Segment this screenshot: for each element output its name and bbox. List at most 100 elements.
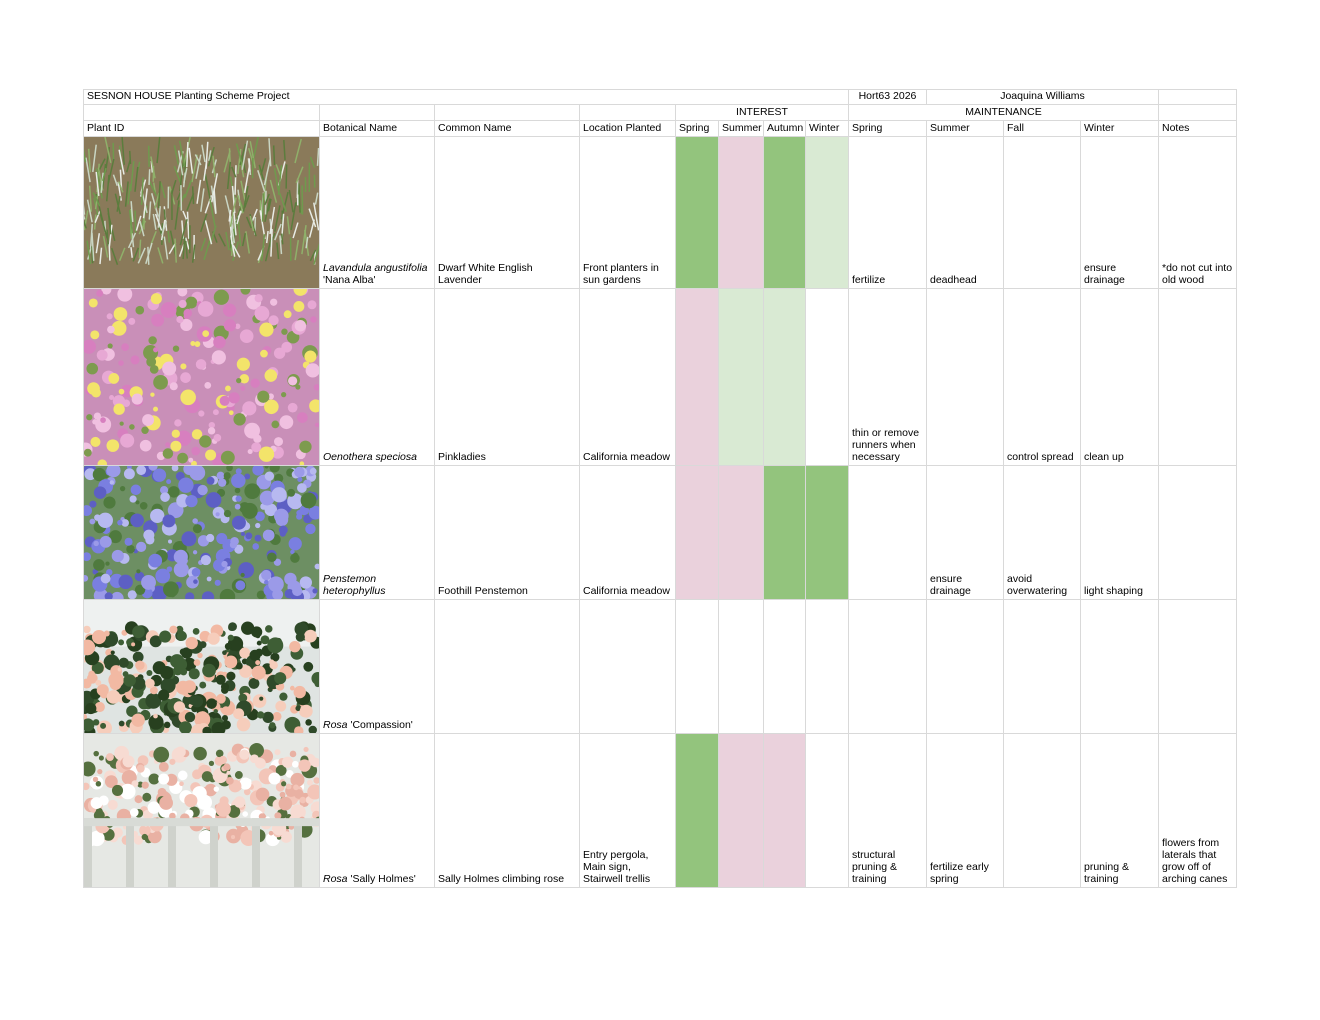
cell-text: Common Name xyxy=(438,122,512,134)
cell-text: Joaquina Williams xyxy=(1000,90,1085,102)
column-header: Notes xyxy=(1159,121,1237,137)
maintenance-cell xyxy=(1004,734,1081,888)
interest-cell xyxy=(806,734,849,888)
cell-text: Winter xyxy=(1084,122,1115,134)
spreadsheet xyxy=(83,89,1237,888)
cell-text: Summer xyxy=(722,122,762,134)
column-header: Winter xyxy=(1081,121,1159,137)
maintenance-cell: avoid overwatering xyxy=(1004,466,1081,600)
maintenance-cell xyxy=(927,289,1004,466)
maintenance-cell: pruning & training xyxy=(1081,734,1159,888)
common-name-cell: Sally Holmes climbing rose xyxy=(435,734,580,888)
botanical-cell: Rosa 'Compassion' xyxy=(320,600,435,734)
cell-text: California meadow xyxy=(583,585,670,597)
interest-cell xyxy=(806,289,849,466)
botanical-cell: Rosa 'Sally Holmes' xyxy=(320,734,435,888)
maintenance-cell: ensure drainage xyxy=(927,466,1004,600)
cell-text: Fall xyxy=(1007,122,1024,134)
common-name-cell xyxy=(435,600,580,734)
cell-text: Hort63 2026 xyxy=(858,90,917,102)
plant-id-cell xyxy=(84,289,320,466)
cell-text: Spring xyxy=(852,122,883,134)
genus: Rosa xyxy=(323,873,348,885)
cell-text: *do not cut into old wood xyxy=(1162,262,1233,286)
maintenance-cell xyxy=(1004,137,1081,289)
maintenance-cell: thin or remove runners when necessary xyxy=(849,289,927,466)
cell-text: Spring xyxy=(679,122,710,134)
cell-text: Sally Holmes climbing rose xyxy=(438,873,565,885)
interest-cell xyxy=(806,137,849,289)
cell-text: ensure drainage xyxy=(1084,262,1125,286)
notes-cell xyxy=(1159,600,1237,734)
interest-cell xyxy=(676,466,719,600)
location-cell: Front planters in sun gardens xyxy=(580,137,676,289)
plant-id-cell xyxy=(84,137,320,289)
notes-cell: flowers from laterals that grow off of a… xyxy=(1159,734,1237,888)
cultivar: 'Sally Holmes' xyxy=(350,873,416,885)
cell-text: Front planters in sun gardens xyxy=(583,262,659,286)
interest-header: INTEREST xyxy=(676,105,849,121)
plant-id-cell xyxy=(84,734,320,888)
notes-cell xyxy=(1159,466,1237,600)
cell-text: Notes xyxy=(1162,122,1190,134)
plant-id-cell xyxy=(84,466,320,600)
interest-cell xyxy=(806,466,849,600)
botanical-cell: Oenothera speciosa xyxy=(320,289,435,466)
location-cell: California meadow xyxy=(580,289,676,466)
column-header: Spring xyxy=(849,121,927,137)
blank-cell xyxy=(320,105,435,121)
maintenance-cell: fertilize early spring xyxy=(927,734,1004,888)
plant-photo xyxy=(84,734,319,887)
interest-cell xyxy=(764,600,806,734)
plant-photo xyxy=(84,137,319,288)
cell-text: control spread xyxy=(1007,451,1074,463)
notes-cell: *do not cut into old wood xyxy=(1159,137,1237,289)
plant-photo xyxy=(84,600,319,733)
plant-id-cell xyxy=(84,600,320,734)
maintenance-header: MAINTENANCE xyxy=(849,105,1159,121)
cell-text: Autumn xyxy=(767,122,804,134)
maintenance-cell: fertilize xyxy=(849,137,927,289)
interest-cell xyxy=(764,137,806,289)
column-header: Botanical Name xyxy=(320,121,435,137)
maintenance-cell xyxy=(1004,600,1081,734)
botanical-cell: Lavandula angustifolia 'Nana Alba' xyxy=(320,137,435,289)
maintenance-cell xyxy=(849,600,927,734)
interest-cell xyxy=(719,466,764,600)
column-header: Fall xyxy=(1004,121,1081,137)
cell-text: Entry pergola, Main sign, Stairwell trel… xyxy=(583,849,651,885)
course-cell: Hort63 2026 xyxy=(849,89,927,105)
interest-cell xyxy=(764,289,806,466)
cell-text: Botanical Name xyxy=(323,122,398,134)
cell-text: MAINTENANCE xyxy=(965,106,1042,118)
interest-cell xyxy=(676,289,719,466)
interest-cell xyxy=(719,734,764,888)
cell-text: flowers from laterals that grow off of a… xyxy=(1162,837,1228,885)
cell-text: Pinkladies xyxy=(438,451,486,463)
plant-photo xyxy=(84,466,319,599)
cell-text: ensure drainage xyxy=(930,573,971,597)
maintenance-cell xyxy=(927,600,1004,734)
cell-text: avoid overwatering xyxy=(1007,573,1068,597)
column-header: Summer xyxy=(719,121,764,137)
maintenance-cell: control spread xyxy=(1004,289,1081,466)
column-header: Summer xyxy=(927,121,1004,137)
maintenance-cell: deadhead xyxy=(927,137,1004,289)
blank-cell xyxy=(1159,105,1237,121)
maintenance-cell: ensure drainage xyxy=(1081,137,1159,289)
cell-text: light shaping xyxy=(1084,585,1143,597)
column-header: Plant ID xyxy=(84,121,320,137)
interest-cell xyxy=(806,600,849,734)
common-name-cell: Foothill Penstemon xyxy=(435,466,580,600)
cell-text: Location Planted xyxy=(583,122,662,134)
cell-text: Dwarf White English Lavender xyxy=(438,262,533,286)
maintenance-cell xyxy=(849,466,927,600)
cell-text: Foothill Penstemon xyxy=(438,585,528,597)
maintenance-cell: structural pruning & training xyxy=(849,734,927,888)
cell-text: fertilize xyxy=(852,274,886,286)
genus: Oenothera speciosa xyxy=(323,451,417,463)
genus: Lavandula angustifolia xyxy=(323,262,428,274)
location-cell: California meadow xyxy=(580,466,676,600)
genus: Penstemon heterophyllus xyxy=(323,573,386,597)
